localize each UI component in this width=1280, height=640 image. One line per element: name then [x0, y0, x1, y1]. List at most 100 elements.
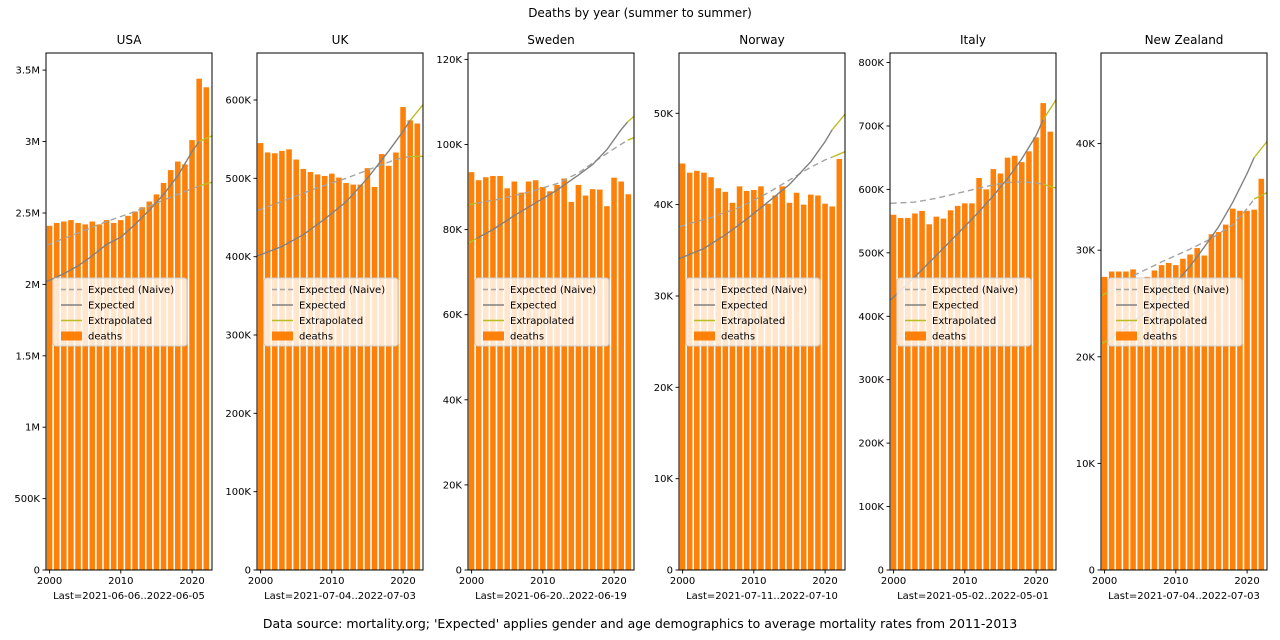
y-tick-label: 1.5M	[15, 351, 40, 362]
deaths-bar-usa-2016	[160, 182, 167, 570]
y-tick-label: 100K	[858, 502, 884, 513]
deaths-bar-norway-2018	[808, 194, 814, 570]
expected-line	[890, 119, 1044, 301]
deaths-bar-usa-2021	[196, 78, 202, 571]
legend-label: Expected (Naive)	[932, 285, 1018, 296]
deaths-bar-uk-2003	[279, 150, 285, 571]
y-tick-label: 20K	[443, 480, 463, 491]
deaths-bar-new-zealand-2017	[1222, 224, 1229, 570]
deaths-bar-sweden-2014	[568, 201, 575, 570]
y-tick-label: 500K	[225, 174, 251, 185]
deaths-bar-usa-2012	[132, 211, 138, 570]
y-tick-label: 2.5M	[15, 208, 40, 219]
deaths-bar-italy-2004	[919, 210, 925, 570]
deaths-bar-italy-2008	[947, 210, 954, 570]
legend-label: Expected (Naive)	[1143, 285, 1229, 296]
deaths-bar-uk-2008	[314, 174, 321, 571]
y-tick-label: 800K	[858, 58, 884, 69]
deaths-bar-sweden-2020	[611, 177, 617, 570]
deaths-bar-italy-2002	[905, 217, 911, 570]
deaths-bar-usa-2020	[189, 140, 195, 570]
deaths-bar-uk-2006	[300, 168, 307, 570]
deaths-bar-sweden-2022	[625, 194, 632, 570]
deaths-bar-norway-2016	[793, 192, 800, 570]
y-tick-label: 0	[456, 566, 462, 577]
deaths-bar-sweden-2006	[511, 181, 518, 570]
panel-title-italy: Italy	[960, 33, 986, 47]
legend-swatch-deaths	[1116, 331, 1137, 341]
legend-swatch-deaths	[61, 331, 82, 341]
x-axis-label-italy: Last=2021-05-02..2022-05-01	[897, 591, 1049, 602]
legend-box	[52, 277, 188, 347]
y-tick-label: 500K	[14, 494, 40, 505]
deaths-bar-new-zealand-2019	[1237, 210, 1243, 570]
x-axis-label-usa: Last=2021-06-06..2022-06-05	[53, 591, 205, 602]
deaths-bar-sweden-2016	[582, 195, 589, 571]
deaths-bar-italy-2022	[1047, 131, 1054, 570]
panel-usa: 0 500K 1M 1.5M 2M 2.5M 3M 3.5M 2000 2010 2020 USA La…	[14, 33, 213, 602]
x-tick-label: 2020	[1234, 576, 1259, 587]
deaths-bar-italy-2005	[926, 224, 932, 570]
legend-box	[685, 277, 821, 347]
deaths-bar-usa-2014	[146, 201, 153, 570]
deaths-bar-norway-2008	[736, 186, 743, 571]
x-tick-label: 2000	[670, 576, 695, 587]
deaths-bar-new-zealand-2000	[1101, 276, 1108, 570]
deaths-bar-sweden-2000	[468, 172, 475, 570]
x-tick-label: 2010	[530, 576, 555, 587]
deaths-bar-uk-2014	[357, 184, 364, 570]
deaths-bar-sweden-2021	[618, 181, 624, 570]
deaths-bar-sweden-2001	[475, 180, 482, 571]
deaths-bar-italy-2012	[976, 177, 982, 570]
y-tick-label: 500K	[858, 248, 884, 259]
expected-naive-line	[1108, 198, 1255, 293]
deaths-bar-sweden-2002	[483, 177, 489, 570]
expected-line	[679, 129, 833, 260]
axes-frame	[889, 52, 1057, 571]
x-axis-label-uk: Last=2021-07-04..2022-07-03	[264, 591, 416, 602]
deaths-bar-uk-2020	[400, 107, 406, 571]
panel-norway: 0 10K 20K 30K 40K 50K 2000 2010 2020 Norway Last=2…	[654, 33, 846, 602]
deaths-bar-uk-2022	[414, 123, 421, 570]
y-tick-label: 0	[34, 566, 40, 577]
expected-naive-line	[679, 156, 833, 228]
y-tick-label: 400K	[858, 312, 884, 323]
x-tick-label: 2020	[812, 576, 837, 587]
deaths-bar-uk-2004	[286, 149, 292, 570]
panel-new-zealand: 0 10K 20K 30K 40K 2000 2010 2020 New Zealand Last…	[1076, 33, 1268, 602]
expected-line	[476, 121, 629, 240]
y-tick-label: 300K	[858, 375, 884, 386]
extrapolated-line-0	[199, 181, 213, 187]
deaths-bar-norway-2014	[779, 186, 786, 571]
deaths-bar-new-zealand-2014	[1201, 255, 1208, 571]
expected-naive-line	[476, 139, 628, 204]
deaths-bar-new-zealand-2001	[1108, 271, 1115, 570]
deaths-bar-usa-2001	[53, 222, 60, 570]
deaths-bar-uk-2002	[272, 153, 278, 570]
expected-naive-line	[257, 155, 411, 212]
y-tick-label: 0	[878, 566, 884, 577]
deaths-bar-uk-2013	[350, 184, 356, 570]
deaths-bar-new-zealand-2004	[1130, 269, 1136, 570]
deaths-bar-italy-2003	[912, 213, 918, 571]
deaths-bar-sweden-2015	[575, 184, 582, 570]
deaths-bar-italy-2001	[897, 217, 904, 570]
legend-label: Expected (Naive)	[299, 285, 385, 296]
deaths-bar-new-zealand-2021	[1251, 209, 1257, 570]
legend-label: deaths	[510, 332, 544, 343]
deaths-bar-italy-2018	[1019, 162, 1025, 571]
deaths-bar-italy-2019	[1026, 151, 1032, 570]
deaths-bar-usa-2008	[103, 220, 110, 570]
y-tick-label: 100K	[436, 140, 462, 151]
deaths-bar-usa-2011	[125, 215, 131, 570]
y-tick-label: 1M	[25, 423, 40, 434]
y-tick-label: 0	[667, 566, 673, 577]
deaths-bar-usa-2003	[68, 220, 74, 570]
legend-box	[896, 277, 1032, 347]
deaths-bar-italy-2010	[962, 203, 968, 570]
axes-frame	[467, 52, 635, 571]
legend-swatch-deaths	[483, 331, 504, 341]
deaths-bar-italy-2017	[1011, 155, 1018, 570]
deaths-bar-sweden-2019	[604, 206, 610, 570]
panel-title-norway: Norway	[739, 33, 785, 47]
